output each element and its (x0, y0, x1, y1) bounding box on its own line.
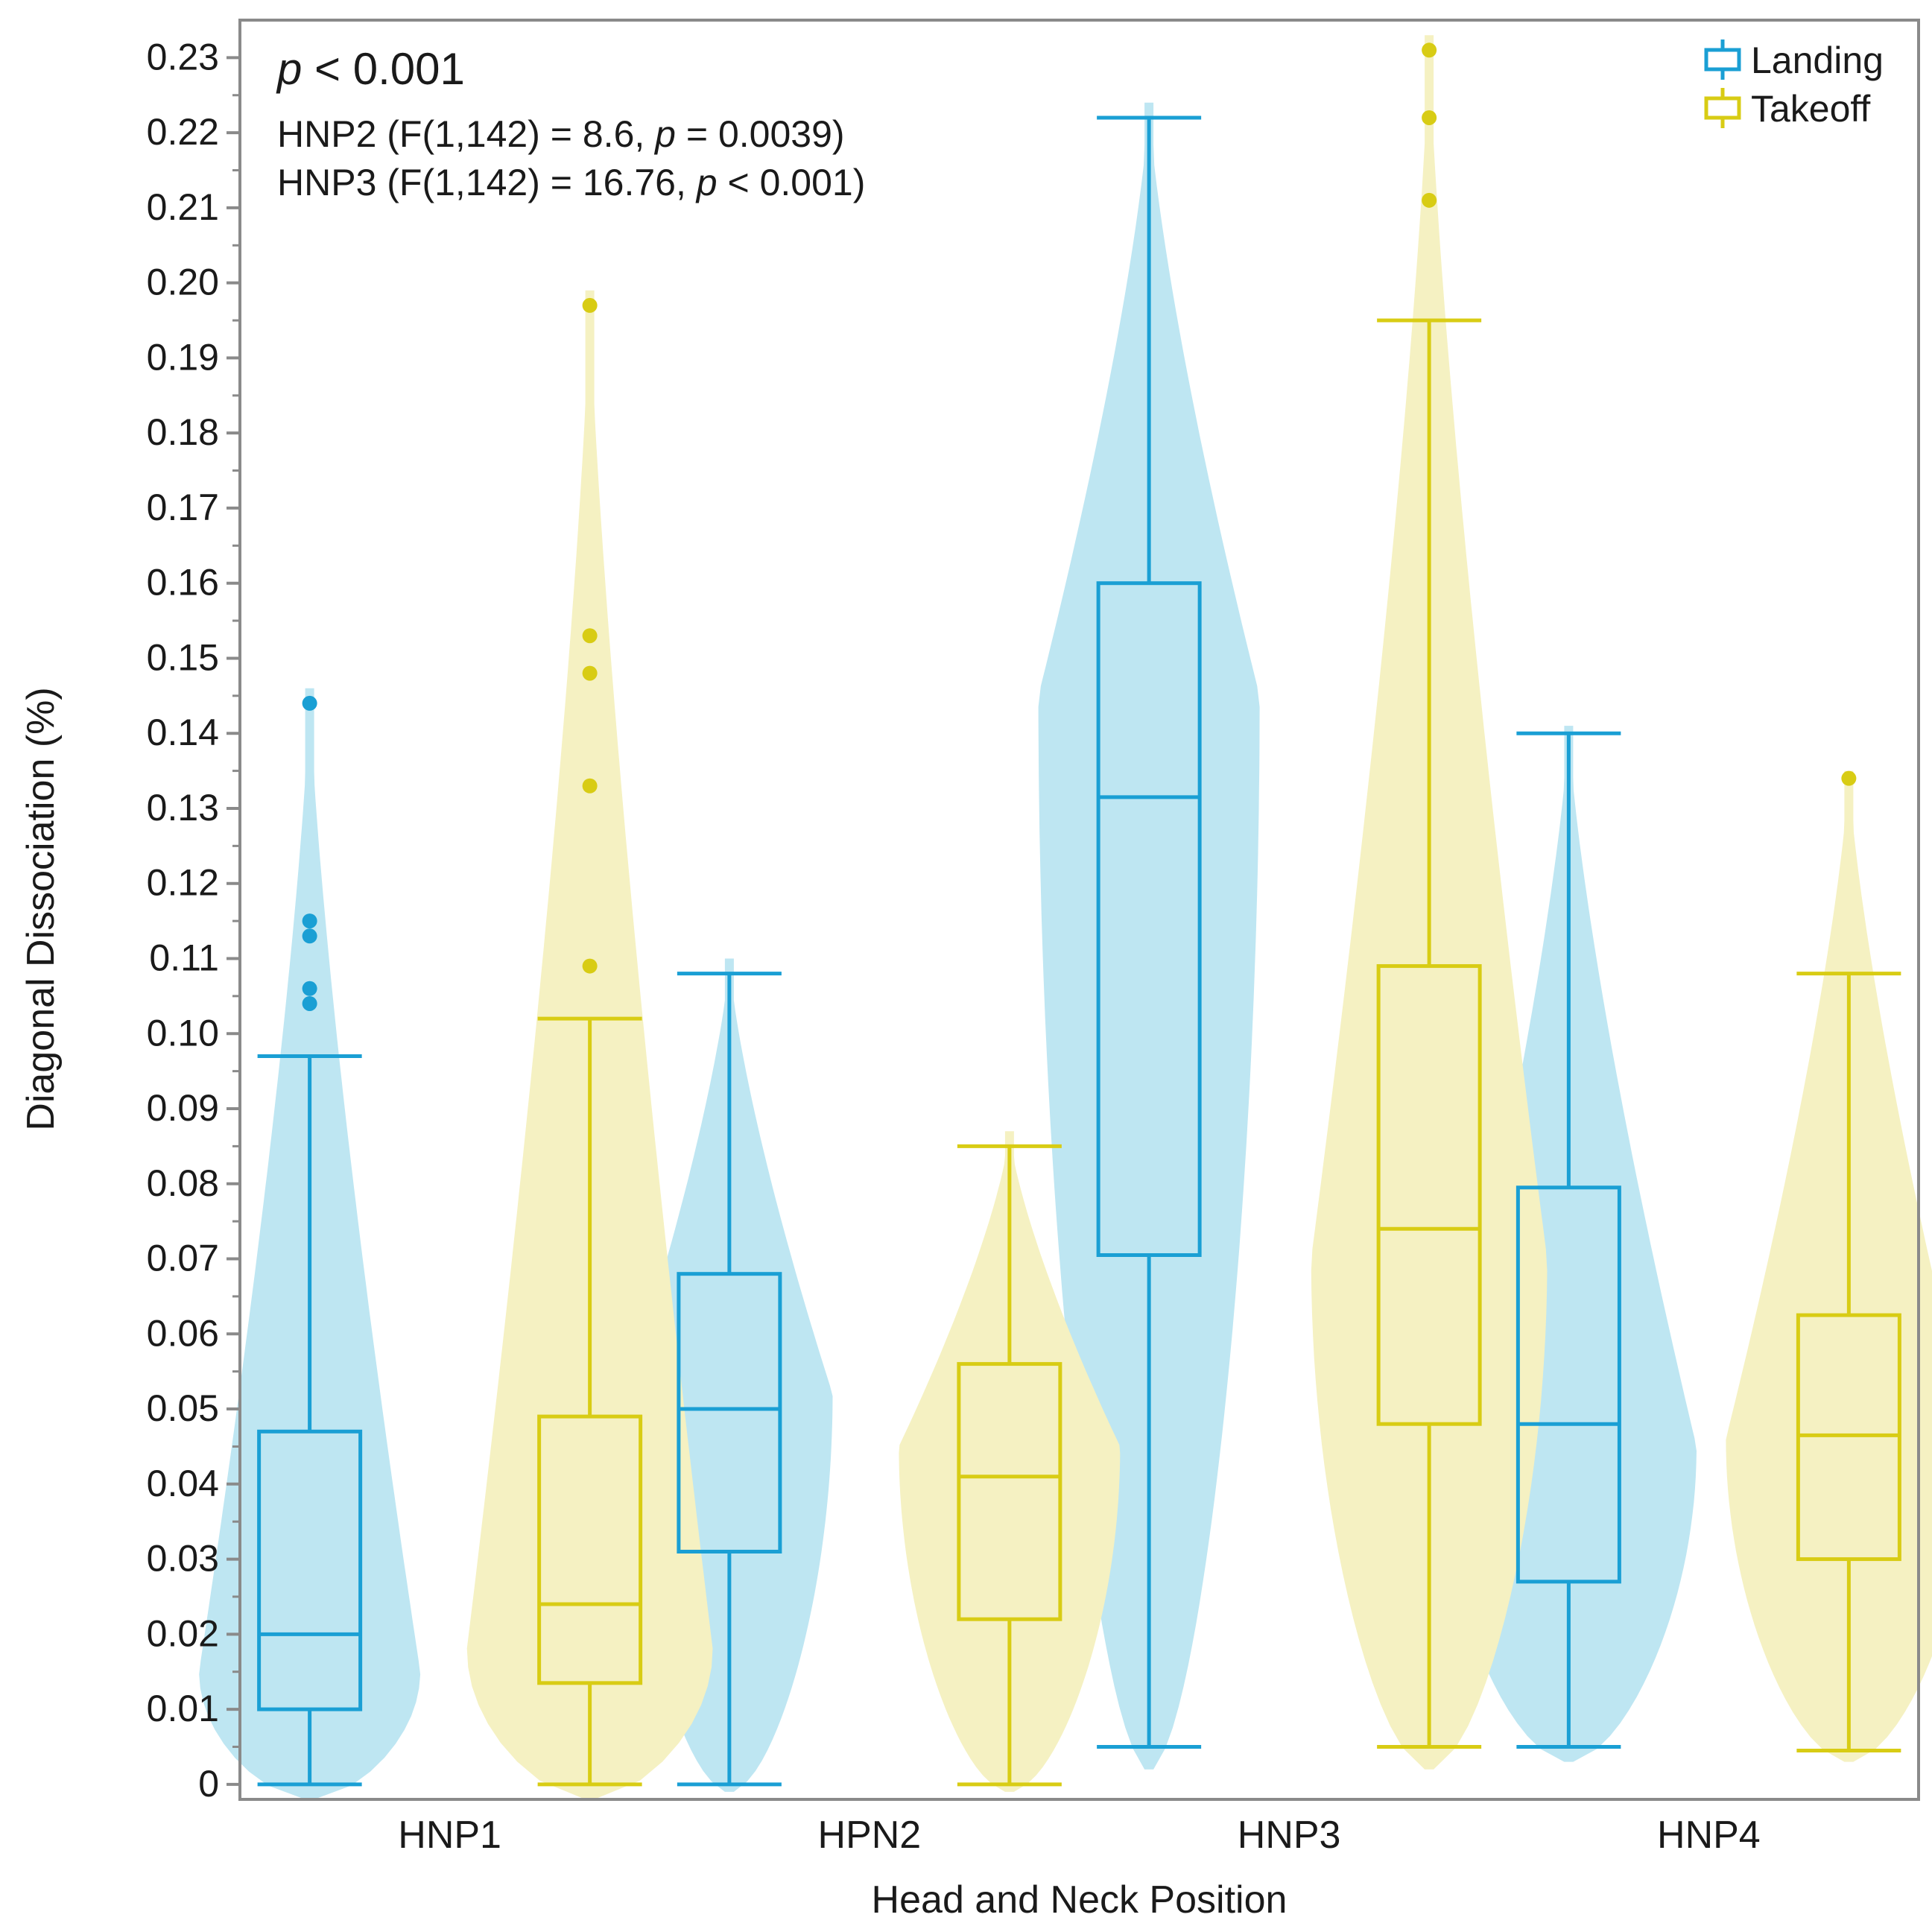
outlier-point-takeoff-hnp1-3 (582, 628, 598, 644)
y-tick-label: 0.07 (147, 1238, 219, 1279)
y-tick-label: 0.13 (147, 787, 219, 829)
y-tick-label: 0.20 (147, 262, 219, 303)
y-tick-label: 0.11 (149, 937, 219, 978)
annotation-hnp3-post: < 0.001) (718, 162, 866, 203)
legend-item-landing: Landing (1704, 39, 1884, 81)
y-tick-label: 0.02 (147, 1612, 219, 1654)
y-tick-label: 0.14 (147, 712, 219, 753)
annotation-hnp3-p: p (695, 162, 718, 203)
legend-box-icon-takeoff (1704, 88, 1741, 128)
violins-layer (199, 35, 1932, 1800)
boxplot-takeoff-hnp3 (1376, 318, 1482, 1749)
iqr-box-landing-hpn2 (677, 1272, 782, 1553)
y-axis-title: Diagonal Dissociation (%) (19, 687, 63, 1130)
x-axis-title: Head and Neck Position (872, 1878, 1288, 1922)
y-tick-label: 0.01 (147, 1688, 219, 1729)
legend-box-icon-landing (1704, 39, 1741, 80)
iqr-box-takeoff-hnp1 (537, 1414, 643, 1685)
y-tick-label: 0.09 (147, 1087, 219, 1129)
y-tick-label: 0.16 (147, 562, 219, 604)
outlier-point-landing-hnp1-2 (302, 928, 317, 944)
boxplot-landing-hnp4 (1515, 731, 1621, 1749)
iqr-box-landing-hnp1 (257, 1429, 363, 1711)
y-tick-label: 0.12 (147, 862, 219, 904)
outlier-point-landing-hnp1-1 (302, 981, 317, 996)
outlier-point-takeoff-hnp3-0 (1422, 192, 1437, 208)
y-tick-label: 0.15 (147, 636, 219, 678)
x-tick-label-hpn2: HPN2 (818, 1814, 922, 1857)
x-axis: HNP1 HPN2 HNP3 HNP4 (398, 1814, 1760, 1857)
outlier-point-takeoff-hnp1-1 (582, 778, 598, 794)
y-tick-label: 0.23 (147, 36, 219, 77)
plot-frame (238, 19, 1920, 1801)
y-tick-label: 0.06 (147, 1312, 219, 1354)
boxplot-landing-hpn2 (677, 972, 782, 1787)
outlier-point-takeoff-hnp1-4 (582, 297, 598, 313)
iqr-box-takeoff-hpn2 (957, 1362, 1062, 1621)
iqr-box-landing-hnp4 (1515, 1185, 1621, 1584)
x-tick-label-hnp4: HNP4 (1657, 1814, 1761, 1857)
stats-annotations: p < 0.001 HNP2 (F(1,142) = 8.6, p = 0.00… (276, 44, 865, 203)
violin-landing-hnp3 (1038, 102, 1260, 1770)
annotation-hnp2-p: p (653, 113, 676, 155)
outlier-point-takeoff-hnp3-1 (1422, 110, 1437, 125)
outlier-point-takeoff-hnp4-0 (1841, 770, 1857, 786)
legend-label-takeoff: Takeoff (1751, 88, 1870, 130)
y-tick-label: 0.18 (147, 411, 219, 453)
annotation-hnp3-pre: HNP3 (F(1,142) = 16.76, (277, 162, 697, 203)
iqr-box-landing-hnp3 (1096, 581, 1202, 1257)
y-tick-label: 0.19 (147, 336, 219, 378)
violin-takeoff-hnp4 (1726, 770, 1932, 1762)
legend-icon-box (1704, 96, 1741, 120)
outlier-point-takeoff-hnp1-2 (582, 665, 598, 681)
iqr-box-takeoff-hnp4 (1796, 1313, 1901, 1562)
y-tick-label: 0.08 (147, 1162, 219, 1204)
boxplot-takeoff-hpn2 (957, 1144, 1062, 1787)
y-tick-label: 0.21 (147, 186, 219, 228)
iqr-box-takeoff-hnp3 (1376, 964, 1482, 1426)
y-tick-label: 0.03 (147, 1538, 219, 1580)
y-axis: 0 0.01 0.02 0.03 0.04 0.05 0.06 0.07 0.08 0.09 0.1… (147, 36, 240, 1805)
boxplot-landing-hnp3 (1096, 115, 1202, 1749)
outlier-point-landing-hnp1-4 (302, 695, 317, 711)
y-tick-label: 0.22 (147, 111, 219, 153)
boxplot-takeoff-hnp4 (1796, 972, 1901, 1753)
y-tick-label: 0.10 (147, 1012, 219, 1054)
legend-item-takeoff: Takeoff (1704, 88, 1870, 130)
annotation-hnp2: HNP2 (F(1,142) = 8.6, p = 0.0039) (277, 113, 845, 155)
outlier-point-takeoff-hnp1-0 (582, 958, 598, 974)
boxplot-landing-hnp1 (257, 1054, 363, 1787)
annotation-p-value: < 0.001 (302, 44, 465, 94)
boxplot-takeoff-hnp1 (537, 1016, 643, 1787)
y-tick-label: 0.17 (147, 487, 219, 528)
violin-takeoff-hpn2 (899, 1131, 1121, 1792)
x-tick-label-hnp1: HNP1 (398, 1814, 501, 1857)
annotation-hnp3: HNP3 (F(1,142) = 16.76, p < 0.001) (277, 162, 865, 203)
legend-label-landing: Landing (1751, 39, 1884, 81)
legend: Landing Takeoff (1704, 39, 1884, 130)
y-tick-label: 0 (198, 1763, 219, 1805)
boxplots-layer (257, 115, 1901, 1787)
outlier-point-landing-hnp1-3 (302, 913, 317, 929)
annotation-hnp2-pre: HNP2 (F(1,142) = 8.6, (277, 113, 655, 155)
x-tick-label-hnp3: HNP3 (1238, 1814, 1341, 1857)
outliers-layer (302, 42, 1857, 1011)
outlier-point-landing-hnp1-0 (302, 995, 317, 1011)
annotation-p-italic: p (276, 44, 302, 94)
annotation-overall-p: p < 0.001 (276, 44, 465, 94)
annotation-hnp2-post: = 0.0039) (676, 113, 845, 155)
y-tick-label: 0.04 (147, 1463, 219, 1504)
y-tick-label: 0.05 (147, 1387, 219, 1429)
outlier-point-takeoff-hnp3-2 (1422, 42, 1437, 58)
legend-icon-box (1704, 48, 1741, 72)
